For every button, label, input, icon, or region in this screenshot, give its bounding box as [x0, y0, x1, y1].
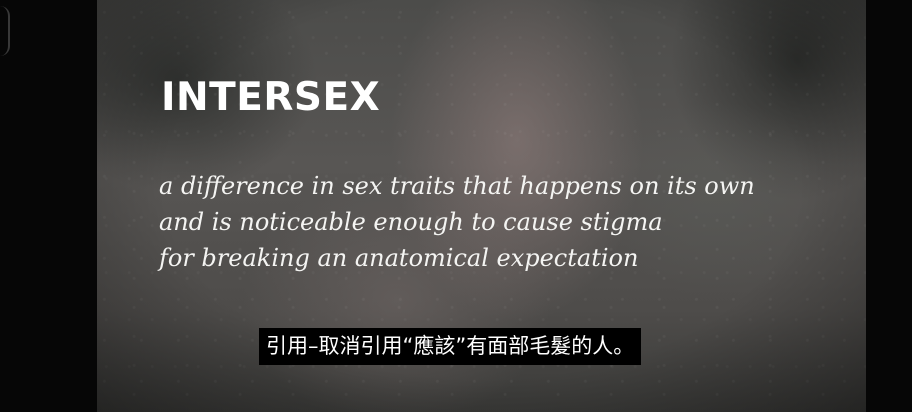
video-frame[interactable]: INTERSEX a difference in sex traits that… — [97, 0, 866, 412]
definition-line: for breaking an anatomical expectation — [159, 244, 639, 272]
letterbox-left — [0, 0, 97, 412]
subtitle-caption: 引用–取消引用“應該”有面部毛髮的人。 — [259, 328, 642, 365]
definition-text: a difference in sex traits that happens … — [159, 168, 839, 276]
definition-line: and is noticeable enough to cause stigma — [159, 208, 663, 236]
letterbox-right — [866, 0, 912, 412]
video-title: INTERSEX — [161, 75, 381, 120]
definition-line: a difference in sex traits that happens … — [159, 172, 755, 200]
back-edge-indicator — [0, 6, 10, 56]
